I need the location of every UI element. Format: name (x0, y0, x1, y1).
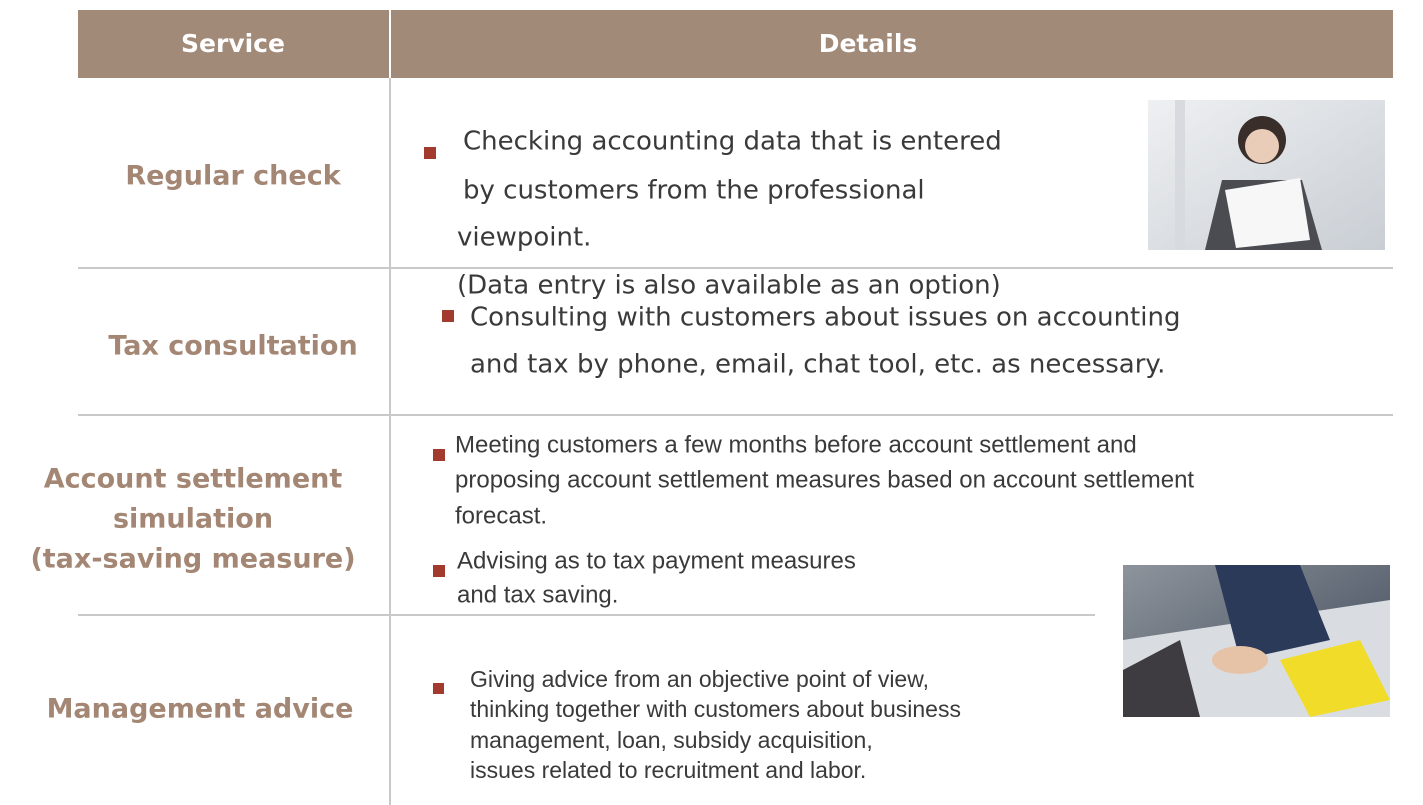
header-bar (78, 10, 1393, 78)
service-label: Regular check (125, 161, 341, 192)
detail-line: thinking together with customers about b… (470, 696, 961, 722)
service-label: Management advice (47, 694, 354, 725)
service-label: simulation (113, 504, 273, 535)
detail-line: viewpoint. (457, 223, 591, 253)
detail-line: Advising as to tax payment measures (457, 547, 856, 574)
bullet (442, 310, 454, 322)
detail-line: Giving advice from an objective point of… (470, 666, 929, 692)
bullet (433, 449, 445, 461)
service-label: Account settlement (44, 464, 343, 495)
detail-line: management, loan, subsidy acquisition, (470, 727, 873, 753)
detail-line: issues related to recruitment and labor. (470, 757, 866, 783)
detail-line: Checking accounting data that is entered (463, 127, 1002, 157)
bullet (424, 147, 436, 159)
photo-woman (1148, 100, 1385, 250)
bullet (433, 565, 445, 577)
detail-line: and tax saving. (457, 581, 618, 608)
header-service: Service (181, 29, 285, 58)
bullet (433, 683, 444, 694)
detail-line: proposing account settlement measures ba… (455, 466, 1194, 493)
service-label: Tax consultation (108, 331, 357, 362)
detail-line: by customers from the professional (463, 176, 925, 206)
photo-meeting (1123, 565, 1390, 717)
header-details: Details (819, 29, 918, 58)
detail-line: and tax by phone, email, chat tool, etc.… (470, 350, 1165, 380)
detail-line: Meeting customers a few months before ac… (455, 431, 1137, 458)
detail-line: Consulting with customers about issues o… (470, 303, 1180, 333)
detail-line: (Data entry is also available as an opti… (457, 271, 1001, 301)
service-label: (tax-saving measure) (30, 544, 355, 575)
detail-line: forecast. (455, 502, 547, 529)
